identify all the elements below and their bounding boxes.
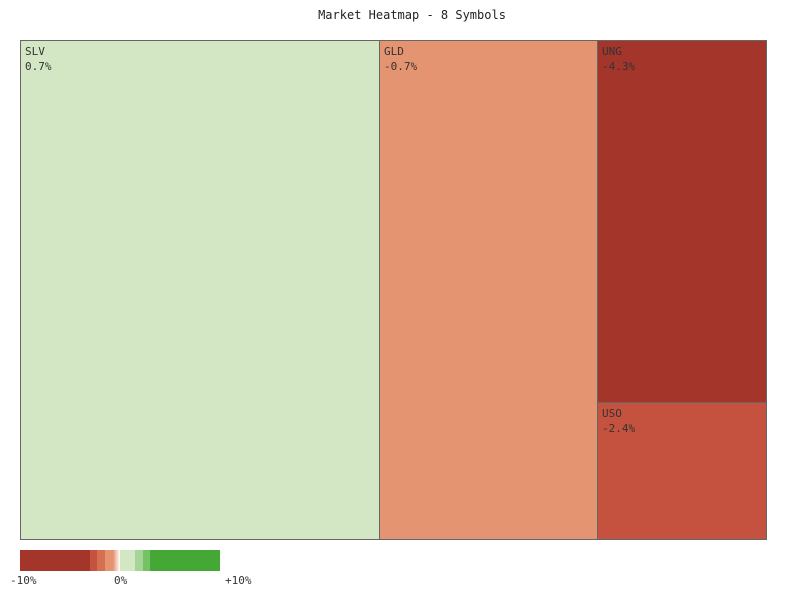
legend-max-label: +10% [225, 574, 252, 587]
tile-change: 0.7% [25, 60, 52, 73]
tile-gld[interactable]: GLD -0.7% [379, 40, 598, 540]
tile-symbol: GLD [384, 45, 404, 58]
tile-change: -2.4% [602, 422, 636, 435]
legend-min-label: -10% [10, 574, 37, 587]
tile-symbol: UNG [602, 45, 622, 58]
tile-change: -4.3% [602, 60, 636, 73]
tile-symbol: USO [602, 407, 622, 420]
tile-slv[interactable]: SLV 0.7% [20, 40, 380, 540]
chart-title: Market Heatmap - 8 Symbols [318, 8, 506, 22]
legend-mid-label: 0% [114, 574, 128, 587]
tile-symbol: SLV [25, 45, 45, 58]
tile-change: -0.7% [384, 60, 418, 73]
tile-uso[interactable]: USO -2.4% [597, 402, 767, 540]
tile-ung[interactable]: UNG -4.3% [597, 40, 767, 403]
color-scale-legend [20, 550, 220, 571]
